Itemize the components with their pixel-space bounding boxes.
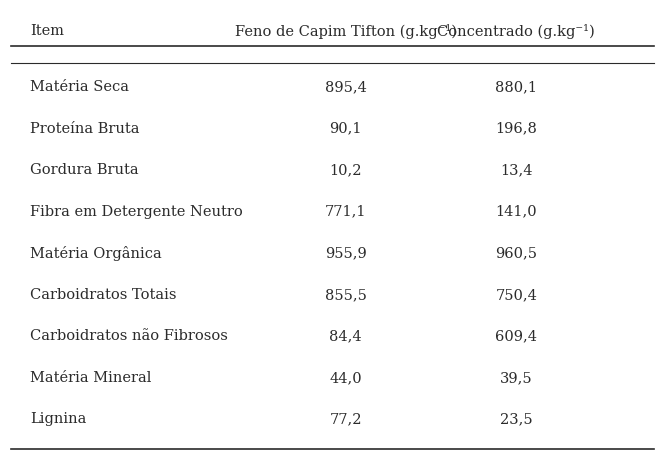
Text: Concentrado (g.kg⁻¹): Concentrado (g.kg⁻¹): [438, 24, 595, 39]
Text: 23,5: 23,5: [500, 412, 533, 425]
Text: Item: Item: [31, 24, 65, 39]
Text: 750,4: 750,4: [495, 287, 537, 301]
Text: 855,5: 855,5: [325, 287, 366, 301]
Text: 84,4: 84,4: [329, 329, 362, 342]
Text: 44,0: 44,0: [329, 370, 362, 384]
Text: Gordura Bruta: Gordura Bruta: [31, 163, 139, 177]
Text: 39,5: 39,5: [500, 370, 533, 384]
Text: 13,4: 13,4: [500, 163, 533, 177]
Text: Carboidratos Totais: Carboidratos Totais: [31, 287, 177, 301]
Text: Feno de Capim Tifton (g.kg⁻¹): Feno de Capim Tifton (g.kg⁻¹): [235, 24, 457, 39]
Text: 771,1: 771,1: [325, 204, 366, 218]
Text: Matéria Orgânica: Matéria Orgânica: [31, 246, 162, 261]
Text: Proteína Bruta: Proteína Bruta: [31, 121, 140, 135]
Text: Matéria Seca: Matéria Seca: [31, 80, 130, 94]
Text: Matéria Mineral: Matéria Mineral: [31, 370, 152, 384]
Text: 609,4: 609,4: [495, 329, 537, 342]
Text: 960,5: 960,5: [495, 246, 537, 260]
Text: 895,4: 895,4: [325, 80, 366, 94]
Text: Carboidratos não Fibrosos: Carboidratos não Fibrosos: [31, 329, 228, 342]
Text: 955,9: 955,9: [325, 246, 366, 260]
Text: Fibra em Detergente Neutro: Fibra em Detergente Neutro: [31, 204, 243, 218]
Text: 141,0: 141,0: [495, 204, 537, 218]
Text: 880,1: 880,1: [495, 80, 537, 94]
Text: Lignina: Lignina: [31, 412, 87, 425]
Text: 90,1: 90,1: [329, 121, 362, 135]
Text: 10,2: 10,2: [329, 163, 362, 177]
Text: 77,2: 77,2: [329, 412, 362, 425]
Text: 196,8: 196,8: [495, 121, 537, 135]
